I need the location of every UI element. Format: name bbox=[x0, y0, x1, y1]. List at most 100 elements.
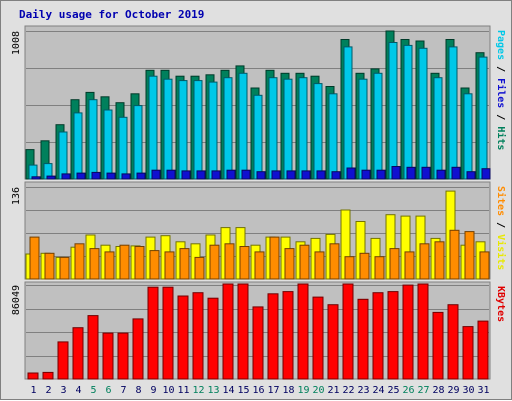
bar-kbytes-day-25 bbox=[387, 291, 399, 380]
bar-kbytes-day-1 bbox=[27, 372, 39, 380]
side-label-part: / bbox=[495, 108, 506, 126]
bar-pages-day-15 bbox=[241, 169, 251, 180]
bar-pages-day-8 bbox=[136, 172, 146, 180]
bar-pages-day-4 bbox=[76, 172, 86, 180]
bar-sites-day-24 bbox=[374, 256, 385, 280]
side-label-part: Sites bbox=[495, 186, 507, 216]
bar-sites-day-29 bbox=[449, 229, 460, 280]
side-label-part: KBytes bbox=[495, 286, 506, 322]
bar-kbytes-day-7 bbox=[117, 332, 129, 380]
bar-sites-day-11 bbox=[179, 248, 190, 280]
x-tick-label-day-7: 7 bbox=[120, 385, 126, 396]
bar-pages-day-21 bbox=[331, 171, 341, 180]
x-tick-label-day-25: 25 bbox=[387, 385, 399, 396]
bar-files-day-28 bbox=[433, 77, 443, 180]
bar-sites-day-3 bbox=[59, 256, 70, 280]
bar-sites-day-20 bbox=[314, 251, 325, 280]
bar-pages-day-9 bbox=[151, 169, 161, 180]
x-tick-label-day-13: 13 bbox=[207, 385, 219, 396]
bar-kbytes-day-22 bbox=[342, 283, 354, 380]
bar-sites-day-10 bbox=[164, 251, 175, 280]
x-tick-label-day-6: 6 bbox=[105, 385, 111, 396]
bar-sites-day-16 bbox=[254, 251, 265, 280]
bar-sites-day-18 bbox=[284, 248, 295, 280]
bar-sites-day-28 bbox=[434, 241, 445, 280]
bar-kbytes-day-2 bbox=[42, 371, 54, 380]
panel-visits-sites-ymax-label: 136 bbox=[11, 187, 22, 205]
side-label-part: Pages bbox=[495, 30, 506, 60]
bar-pages-day-5 bbox=[91, 171, 101, 180]
bar-kbytes-day-8 bbox=[132, 318, 144, 380]
bar-pages-day-3 bbox=[61, 173, 71, 180]
bar-kbytes-day-28 bbox=[432, 311, 444, 380]
x-tick-label-day-2: 2 bbox=[45, 385, 51, 396]
bar-sites-day-13 bbox=[209, 244, 220, 280]
bar-sites-day-22 bbox=[344, 256, 355, 280]
bar-files-day-4 bbox=[73, 112, 83, 180]
x-tick-label-day-20: 20 bbox=[312, 385, 324, 396]
x-tick-label-day-21: 21 bbox=[327, 385, 339, 396]
bar-files-day-22 bbox=[343, 46, 353, 180]
bar-sites-day-9 bbox=[149, 250, 160, 280]
x-tick-label-day-17: 17 bbox=[267, 385, 279, 396]
x-tick-label-day-30: 30 bbox=[462, 385, 474, 396]
panel-visits-sites-side-label: Sites / Visits bbox=[495, 186, 507, 270]
bar-files-day-23 bbox=[358, 78, 368, 180]
bar-pages-day-28 bbox=[436, 169, 446, 180]
bar-kbytes-day-12 bbox=[192, 292, 204, 380]
bar-pages-day-25 bbox=[391, 166, 401, 180]
bar-files-day-6 bbox=[103, 109, 113, 180]
bar-kbytes-day-21 bbox=[327, 304, 339, 380]
bar-sites-day-8 bbox=[134, 246, 145, 280]
x-tick-label-day-31: 31 bbox=[477, 385, 489, 396]
bar-pages-day-24 bbox=[376, 169, 386, 180]
bar-pages-day-1 bbox=[31, 176, 41, 180]
bar-sites-day-12 bbox=[194, 256, 205, 280]
bar-sites-day-30 bbox=[464, 231, 475, 280]
bar-pages-day-16 bbox=[256, 171, 266, 180]
bar-files-day-16 bbox=[253, 94, 263, 180]
x-tick-label-day-27: 27 bbox=[417, 385, 429, 396]
bar-kbytes-day-26 bbox=[402, 284, 414, 380]
bar-files-day-27 bbox=[418, 47, 428, 180]
bar-kbytes-day-31 bbox=[477, 320, 489, 380]
bar-kbytes-day-13 bbox=[207, 297, 219, 380]
bar-kbytes-day-20 bbox=[312, 296, 324, 380]
side-label-part: Hits bbox=[495, 126, 507, 150]
bar-kbytes-day-11 bbox=[177, 295, 189, 380]
bar-sites-day-31 bbox=[479, 251, 490, 280]
bar-files-day-13 bbox=[208, 81, 218, 180]
x-tick-label-day-24: 24 bbox=[372, 385, 384, 396]
bar-files-day-18 bbox=[283, 78, 293, 180]
bar-files-day-11 bbox=[178, 80, 188, 180]
bar-sites-day-27 bbox=[419, 243, 430, 280]
bar-sites-day-15 bbox=[239, 246, 250, 280]
x-tick-label-day-22: 22 bbox=[342, 385, 354, 396]
bar-pages-day-27 bbox=[421, 166, 431, 180]
x-tick-label-day-10: 10 bbox=[162, 385, 174, 396]
bar-pages-day-31 bbox=[481, 168, 491, 180]
bar-kbytes-day-23 bbox=[357, 298, 369, 380]
bar-files-day-5 bbox=[88, 99, 98, 180]
x-tick-label-day-11: 11 bbox=[177, 385, 189, 396]
x-tick-label-day-14: 14 bbox=[222, 385, 234, 396]
bar-files-day-19 bbox=[298, 77, 308, 180]
bar-kbytes-day-18 bbox=[282, 291, 294, 380]
panel-pages-files-side-label: Pages / Files / Hits bbox=[495, 30, 507, 150]
bar-pages-day-17 bbox=[271, 170, 281, 180]
x-tick-label-day-4: 4 bbox=[75, 385, 81, 396]
bar-sites-day-1 bbox=[29, 236, 40, 280]
bar-sites-day-5 bbox=[89, 248, 100, 280]
bar-sites-day-4 bbox=[74, 243, 85, 280]
x-tick-label-day-8: 8 bbox=[135, 385, 141, 396]
bar-files-day-10 bbox=[163, 78, 173, 180]
bar-files-day-3 bbox=[58, 131, 68, 180]
bar-pages-day-2 bbox=[46, 175, 56, 180]
bar-kbytes-day-14 bbox=[222, 283, 234, 380]
bar-files-day-17 bbox=[268, 77, 278, 180]
x-tick-label-day-9: 9 bbox=[150, 385, 156, 396]
bar-kbytes-day-29 bbox=[447, 304, 459, 380]
bar-files-day-24 bbox=[373, 72, 383, 180]
